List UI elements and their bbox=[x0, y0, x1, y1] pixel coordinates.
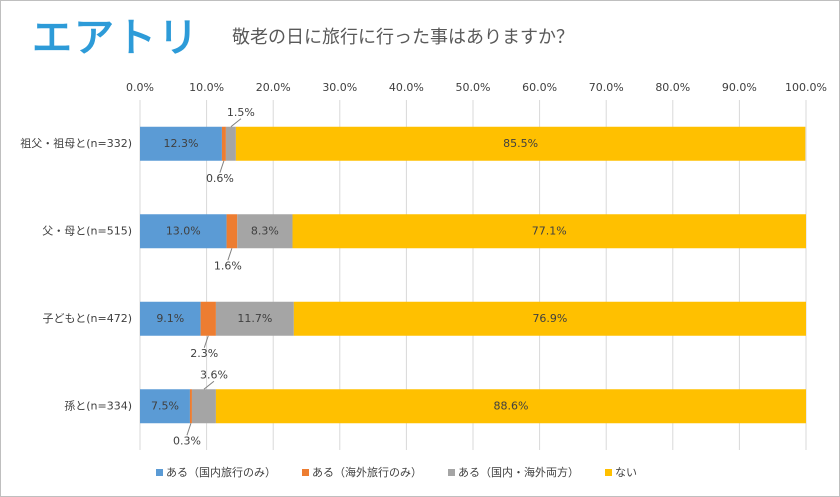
x-tick-label: 70.0% bbox=[589, 81, 624, 94]
y-tick-label: 祖父・祖母と(n=332) bbox=[20, 136, 132, 150]
bar-segment bbox=[226, 214, 238, 249]
x-tick-label: 30.0% bbox=[322, 81, 357, 94]
bar-segment bbox=[140, 389, 190, 424]
bar-segment bbox=[235, 126, 806, 161]
data-label: 0.6% bbox=[206, 172, 234, 185]
leader-line bbox=[227, 248, 233, 261]
chart-title: 敬老の日に旅行に行った事はありますか？ bbox=[232, 27, 574, 48]
data-label: 77.1% bbox=[532, 224, 567, 237]
bar-segment bbox=[191, 389, 216, 424]
legend-swatch bbox=[302, 469, 309, 476]
legend-label: ある（海外旅行のみ） bbox=[312, 465, 422, 479]
data-label: 7.5% bbox=[151, 399, 179, 412]
legend-swatch bbox=[605, 469, 612, 476]
x-tick-label: 100.0% bbox=[785, 81, 827, 94]
data-label: 2.3% bbox=[190, 347, 218, 360]
leader-line bbox=[186, 423, 192, 436]
data-label: 11.7% bbox=[237, 312, 272, 325]
leader-line bbox=[203, 335, 209, 348]
x-tick-label: 80.0% bbox=[655, 81, 690, 94]
legend-swatch bbox=[448, 469, 455, 476]
bar-segment bbox=[215, 301, 294, 336]
data-label: 12.3% bbox=[163, 137, 198, 150]
data-label: 88.6% bbox=[493, 399, 528, 412]
data-label: 85.5% bbox=[503, 137, 538, 150]
data-label: 9.1% bbox=[156, 312, 184, 325]
x-tick-label: 20.0% bbox=[256, 81, 291, 94]
bar-segment bbox=[225, 126, 236, 161]
bar-segment bbox=[140, 214, 227, 249]
y-tick-label: 孫と(n=334) bbox=[64, 399, 132, 412]
logo: エアトリ bbox=[32, 15, 200, 61]
legend-label: ない bbox=[615, 466, 637, 479]
data-label: 1.6% bbox=[214, 259, 242, 272]
leader-line bbox=[203, 380, 215, 390]
x-tick-label: 90.0% bbox=[722, 81, 757, 94]
x-tick-label: 0.0% bbox=[126, 81, 154, 94]
y-tick-label: 父・母と(n=515) bbox=[42, 224, 132, 237]
x-tick-label: 50.0% bbox=[456, 81, 491, 94]
leader-line bbox=[219, 160, 225, 173]
legend-label: ある（国内・海外両方） bbox=[458, 465, 579, 479]
bar-segment bbox=[189, 389, 192, 424]
bar-segment bbox=[292, 214, 806, 249]
bar-segment bbox=[140, 126, 222, 161]
bar-segment bbox=[140, 301, 201, 336]
x-tick-label: 10.0% bbox=[189, 81, 224, 94]
bar-segment bbox=[221, 126, 226, 161]
data-label: 76.9% bbox=[532, 312, 567, 325]
x-tick-label: 40.0% bbox=[389, 81, 424, 94]
legend-swatch bbox=[156, 469, 163, 476]
y-tick-label: 子どもと(n=472) bbox=[42, 312, 132, 325]
data-label: 13.0% bbox=[166, 224, 201, 237]
data-label: 0.3% bbox=[173, 434, 201, 447]
data-label: 3.6% bbox=[200, 368, 228, 381]
bar-segment bbox=[293, 301, 806, 336]
x-tick-label: 60.0% bbox=[522, 81, 557, 94]
legend-label: ある（国内旅行のみ） bbox=[166, 465, 276, 479]
bar-segment bbox=[237, 214, 293, 249]
data-label: 8.3% bbox=[251, 224, 279, 237]
bar-segment bbox=[200, 301, 216, 336]
data-label: 1.5% bbox=[227, 106, 255, 119]
bar-segment bbox=[215, 389, 806, 424]
leader-line bbox=[230, 118, 242, 128]
